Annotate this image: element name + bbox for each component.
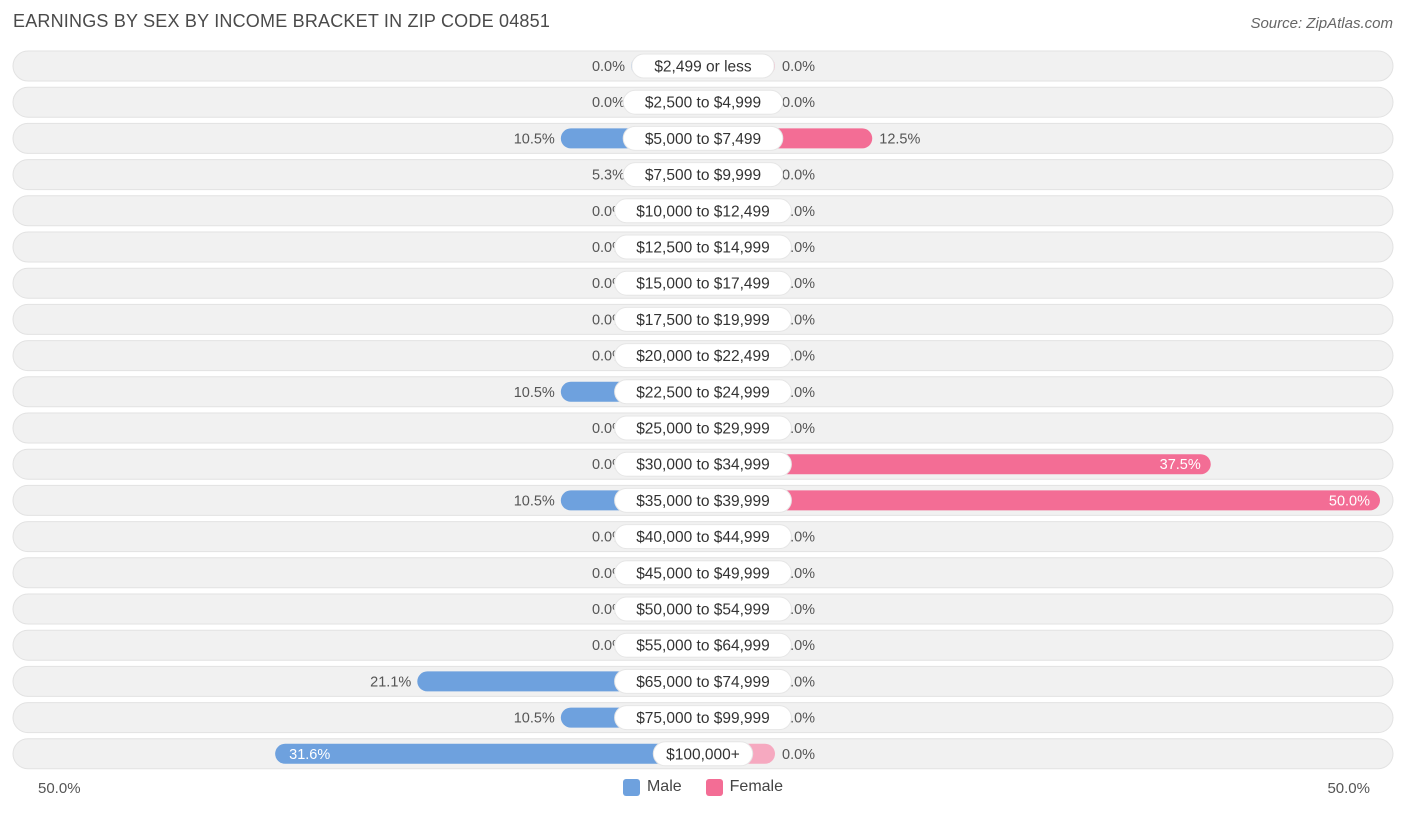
- category-pill: [622, 125, 784, 151]
- category-label: $17,500 to $19,999: [636, 312, 770, 329]
- male-bar: [275, 743, 703, 764]
- category-label: $100,000+: [666, 746, 740, 763]
- category-label: $40,000 to $44,999: [636, 529, 770, 546]
- male-value-label: 0.0%: [592, 59, 625, 75]
- category-pill: [614, 270, 792, 296]
- male-value-label: 10.5%: [514, 385, 555, 401]
- category-pill: [614, 451, 792, 477]
- category-pill: [614, 234, 792, 260]
- category-pill: [622, 162, 784, 188]
- category-pill: [614, 560, 792, 586]
- category-label: $35,000 to $39,999: [636, 493, 770, 510]
- category-label: $75,000 to $99,999: [636, 710, 770, 727]
- category-label: $10,000 to $12,499: [636, 203, 770, 220]
- legend-label-female: Female: [729, 778, 784, 795]
- category-pill: [614, 415, 792, 441]
- category-pill: [614, 379, 792, 405]
- male-value-label: 21.1%: [370, 674, 411, 690]
- category-label: $7,500 to $9,999: [645, 167, 761, 184]
- male-value-label: 0.0%: [592, 95, 625, 111]
- category-pill: [614, 705, 792, 731]
- category-label: $20,000 to $22,499: [636, 348, 770, 365]
- legend-label-male: Male: [646, 778, 682, 795]
- female-value-label: 12.5%: [879, 131, 920, 147]
- female-value-label: 0.0%: [782, 59, 815, 75]
- female-value-label: 37.5%: [1160, 457, 1201, 473]
- male-value-label: 31.6%: [289, 747, 330, 763]
- category-pill: [631, 53, 775, 79]
- male-value-label: 10.5%: [514, 131, 555, 147]
- female-value-label: 0.0%: [782, 95, 815, 111]
- category-pill: [622, 89, 784, 115]
- legend-swatch-male: [622, 778, 640, 796]
- category-label: $65,000 to $74,999: [636, 674, 770, 691]
- axis-left-label: 50.0%: [38, 780, 81, 797]
- female-bar: [703, 490, 1380, 511]
- legend-item-male: Male: [622, 778, 682, 796]
- category-pill: [614, 487, 792, 513]
- male-value-label: 10.5%: [514, 711, 555, 727]
- bar-chart: 0.0% 0.0% $2,499 or less 0.0% 0.0% $2,500 to …: [12, 50, 1394, 770]
- category-pill: [614, 306, 792, 332]
- category-label: $2,500 to $4,999: [645, 95, 761, 112]
- category-label: $22,500 to $24,999: [636, 384, 770, 401]
- female-bar: [703, 454, 1211, 475]
- category-pill: [614, 198, 792, 224]
- female-value-label: 0.0%: [782, 168, 815, 184]
- axis-right-label: 50.0%: [1327, 780, 1370, 797]
- legend-swatch-female: [705, 778, 723, 796]
- category-pill: [614, 632, 792, 658]
- category-label: $15,000 to $17,499: [636, 276, 770, 293]
- male-value-label: 5.3%: [592, 168, 625, 184]
- category-label: $55,000 to $64,999: [636, 638, 770, 655]
- category-pill: [614, 668, 792, 694]
- category-label: $50,000 to $54,999: [636, 602, 770, 619]
- category-pill: [614, 524, 792, 550]
- chart-title: EARNINGS BY SEX BY INCOME BRACKET IN ZIP…: [13, 11, 551, 31]
- legend: Male Female: [0, 778, 1406, 796]
- female-value-label: 50.0%: [1329, 493, 1370, 509]
- source-label: Source: ZipAtlas.com: [1250, 15, 1393, 32]
- category-label: $12,500 to $14,999: [636, 240, 770, 257]
- category-pill: [614, 343, 792, 369]
- category-label: $30,000 to $34,999: [636, 457, 770, 474]
- category-label: $45,000 to $49,999: [636, 565, 770, 582]
- category-pill: [614, 596, 792, 622]
- category-pill: [652, 741, 754, 767]
- male-value-label: 10.5%: [514, 493, 555, 509]
- female-value-label: 0.0%: [782, 747, 815, 763]
- category-label: $5,000 to $7,499: [645, 131, 761, 148]
- category-label: $25,000 to $29,999: [636, 421, 770, 438]
- category-label: $2,499 or less: [654, 59, 752, 76]
- legend-item-female: Female: [705, 778, 784, 796]
